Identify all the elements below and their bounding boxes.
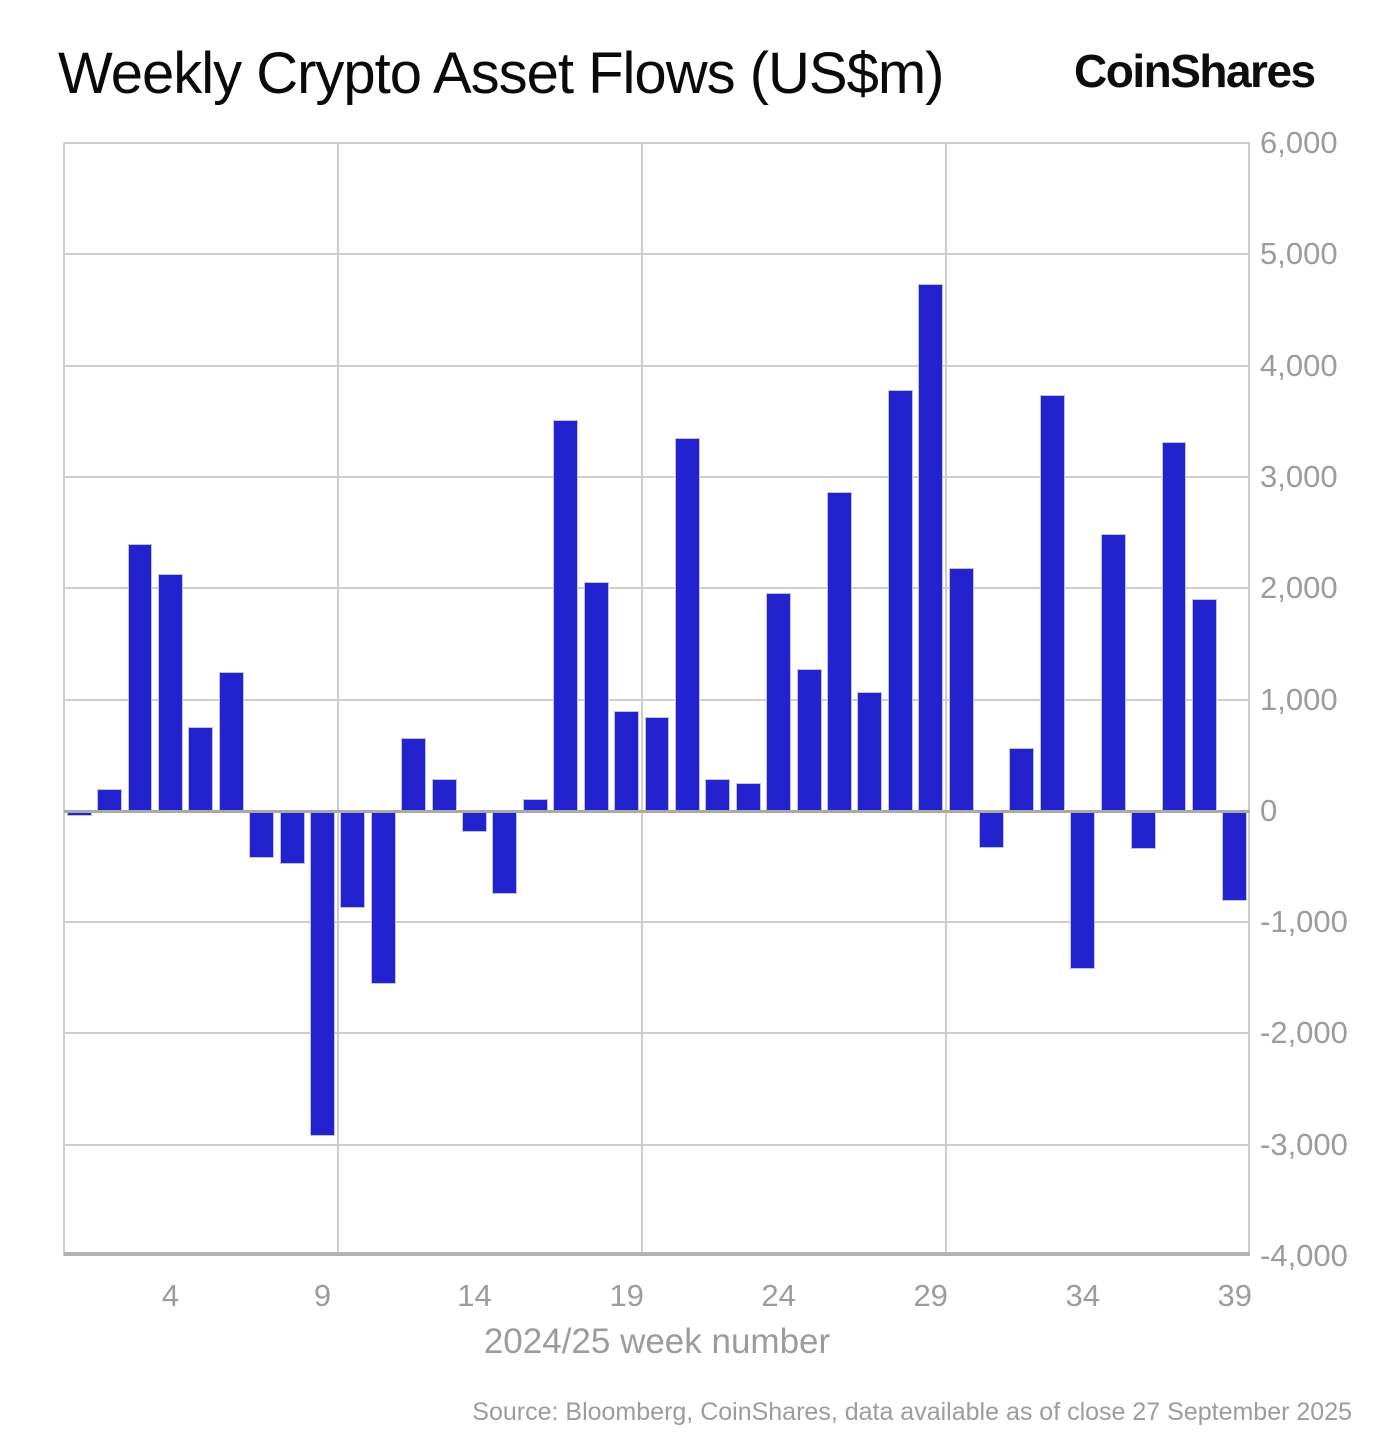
gridline-h bbox=[64, 1143, 1250, 1146]
bar-week-36 bbox=[1131, 810, 1157, 849]
gridline-v bbox=[640, 143, 643, 1256]
bar-week-34 bbox=[1070, 810, 1096, 969]
gridline-v bbox=[336, 143, 339, 1256]
bar-week-25 bbox=[796, 669, 822, 811]
y-tick-label: -4,000 bbox=[1260, 1238, 1348, 1273]
bar-week-35 bbox=[1100, 533, 1126, 811]
source-note: Source: Bloomberg, CoinShares, data avai… bbox=[472, 1398, 1352, 1426]
bar-week-12 bbox=[401, 738, 427, 811]
bar-week-18 bbox=[583, 581, 609, 811]
y-tick-label: 5,000 bbox=[1260, 236, 1338, 272]
bar-week-37 bbox=[1161, 442, 1187, 811]
plot-area bbox=[63, 142, 1250, 1256]
x-tick-label: 39 bbox=[1217, 1278, 1253, 1313]
bar-week-33 bbox=[1039, 394, 1065, 811]
bar-week-2 bbox=[97, 788, 123, 811]
x-axis-line bbox=[64, 1252, 1250, 1256]
x-tick-label: 14 bbox=[457, 1278, 492, 1313]
y-axis: 6,000 5,000 4,000 3,000 2,000 1,000 0 -1,000 -2,… bbox=[1260, 125, 1400, 1273]
bar-week-21 bbox=[674, 437, 700, 811]
y-tick-label: 2,000 bbox=[1260, 570, 1338, 606]
gridline-h bbox=[64, 142, 1250, 144]
bar-week-14 bbox=[462, 810, 487, 832]
bar-week-4 bbox=[157, 573, 183, 811]
bar-week-3 bbox=[127, 543, 153, 811]
zero-line bbox=[64, 809, 1250, 813]
bar-week-32 bbox=[1009, 748, 1035, 811]
x-tick-label: 34 bbox=[1065, 1278, 1100, 1313]
gridline-h bbox=[64, 698, 1250, 701]
x-tick-label: 29 bbox=[913, 1278, 948, 1313]
bar-week-19 bbox=[614, 710, 640, 811]
y-tick-label: 6,000 bbox=[1260, 125, 1338, 160]
bar-week-30 bbox=[948, 568, 974, 811]
x-tick-label: 4 bbox=[161, 1278, 180, 1313]
x-tick-label: 9 bbox=[313, 1278, 332, 1313]
gridline-h bbox=[64, 253, 1250, 256]
x-axis: 4 9 14 19 24 29 34 39 bbox=[64, 1278, 1253, 1318]
bar-week-17 bbox=[553, 420, 579, 811]
gridline-v bbox=[63, 143, 65, 1256]
bar-week-26 bbox=[826, 492, 852, 811]
bar-week-38 bbox=[1191, 599, 1217, 811]
y-tick-label: -2,000 bbox=[1260, 1015, 1348, 1051]
x-tick-label: 24 bbox=[761, 1278, 796, 1313]
y-tick-label: -3,000 bbox=[1260, 1126, 1348, 1162]
bar-week-15 bbox=[492, 810, 518, 895]
bar-week-11 bbox=[370, 810, 396, 985]
bar-week-7 bbox=[249, 810, 275, 858]
bar-week-13 bbox=[431, 778, 457, 811]
gridline-h bbox=[64, 1032, 1250, 1035]
bar-week-20 bbox=[644, 717, 670, 811]
bar-week-8 bbox=[279, 810, 305, 865]
bar-week-24 bbox=[766, 592, 792, 811]
bar-week-23 bbox=[735, 782, 761, 811]
y-tick-label: 1,000 bbox=[1260, 681, 1338, 717]
x-axis-title: 2024/25 week number bbox=[483, 1322, 831, 1361]
bar-week-10 bbox=[340, 810, 366, 908]
bar-week-5 bbox=[188, 727, 214, 811]
bar-week-39 bbox=[1222, 810, 1248, 901]
gridline-v bbox=[1248, 143, 1250, 1256]
gridline-h bbox=[64, 921, 1250, 924]
bar-week-6 bbox=[218, 671, 244, 811]
bar-week-22 bbox=[705, 778, 731, 811]
bar-week-27 bbox=[857, 691, 883, 811]
bar-week-9 bbox=[310, 810, 335, 1136]
y-tick-label: 3,000 bbox=[1260, 458, 1338, 494]
chart-title: Weekly Crypto Asset Flows (US$m) bbox=[58, 41, 944, 106]
bar-week-31 bbox=[979, 810, 1004, 848]
coinshares-logo: CoinShares bbox=[1074, 45, 1316, 97]
gridline-h bbox=[64, 364, 1250, 367]
bar-week-29 bbox=[918, 284, 944, 811]
gridline-v bbox=[944, 143, 947, 1256]
x-tick-label: 19 bbox=[609, 1278, 644, 1313]
y-tick-label: 4,000 bbox=[1260, 347, 1338, 383]
gridline-h bbox=[64, 475, 1250, 478]
y-tick-label: 0 bbox=[1260, 792, 1278, 828]
bar-week-28 bbox=[887, 390, 913, 811]
gridline-h bbox=[64, 587, 1250, 590]
y-tick-label: -1,000 bbox=[1260, 904, 1348, 940]
